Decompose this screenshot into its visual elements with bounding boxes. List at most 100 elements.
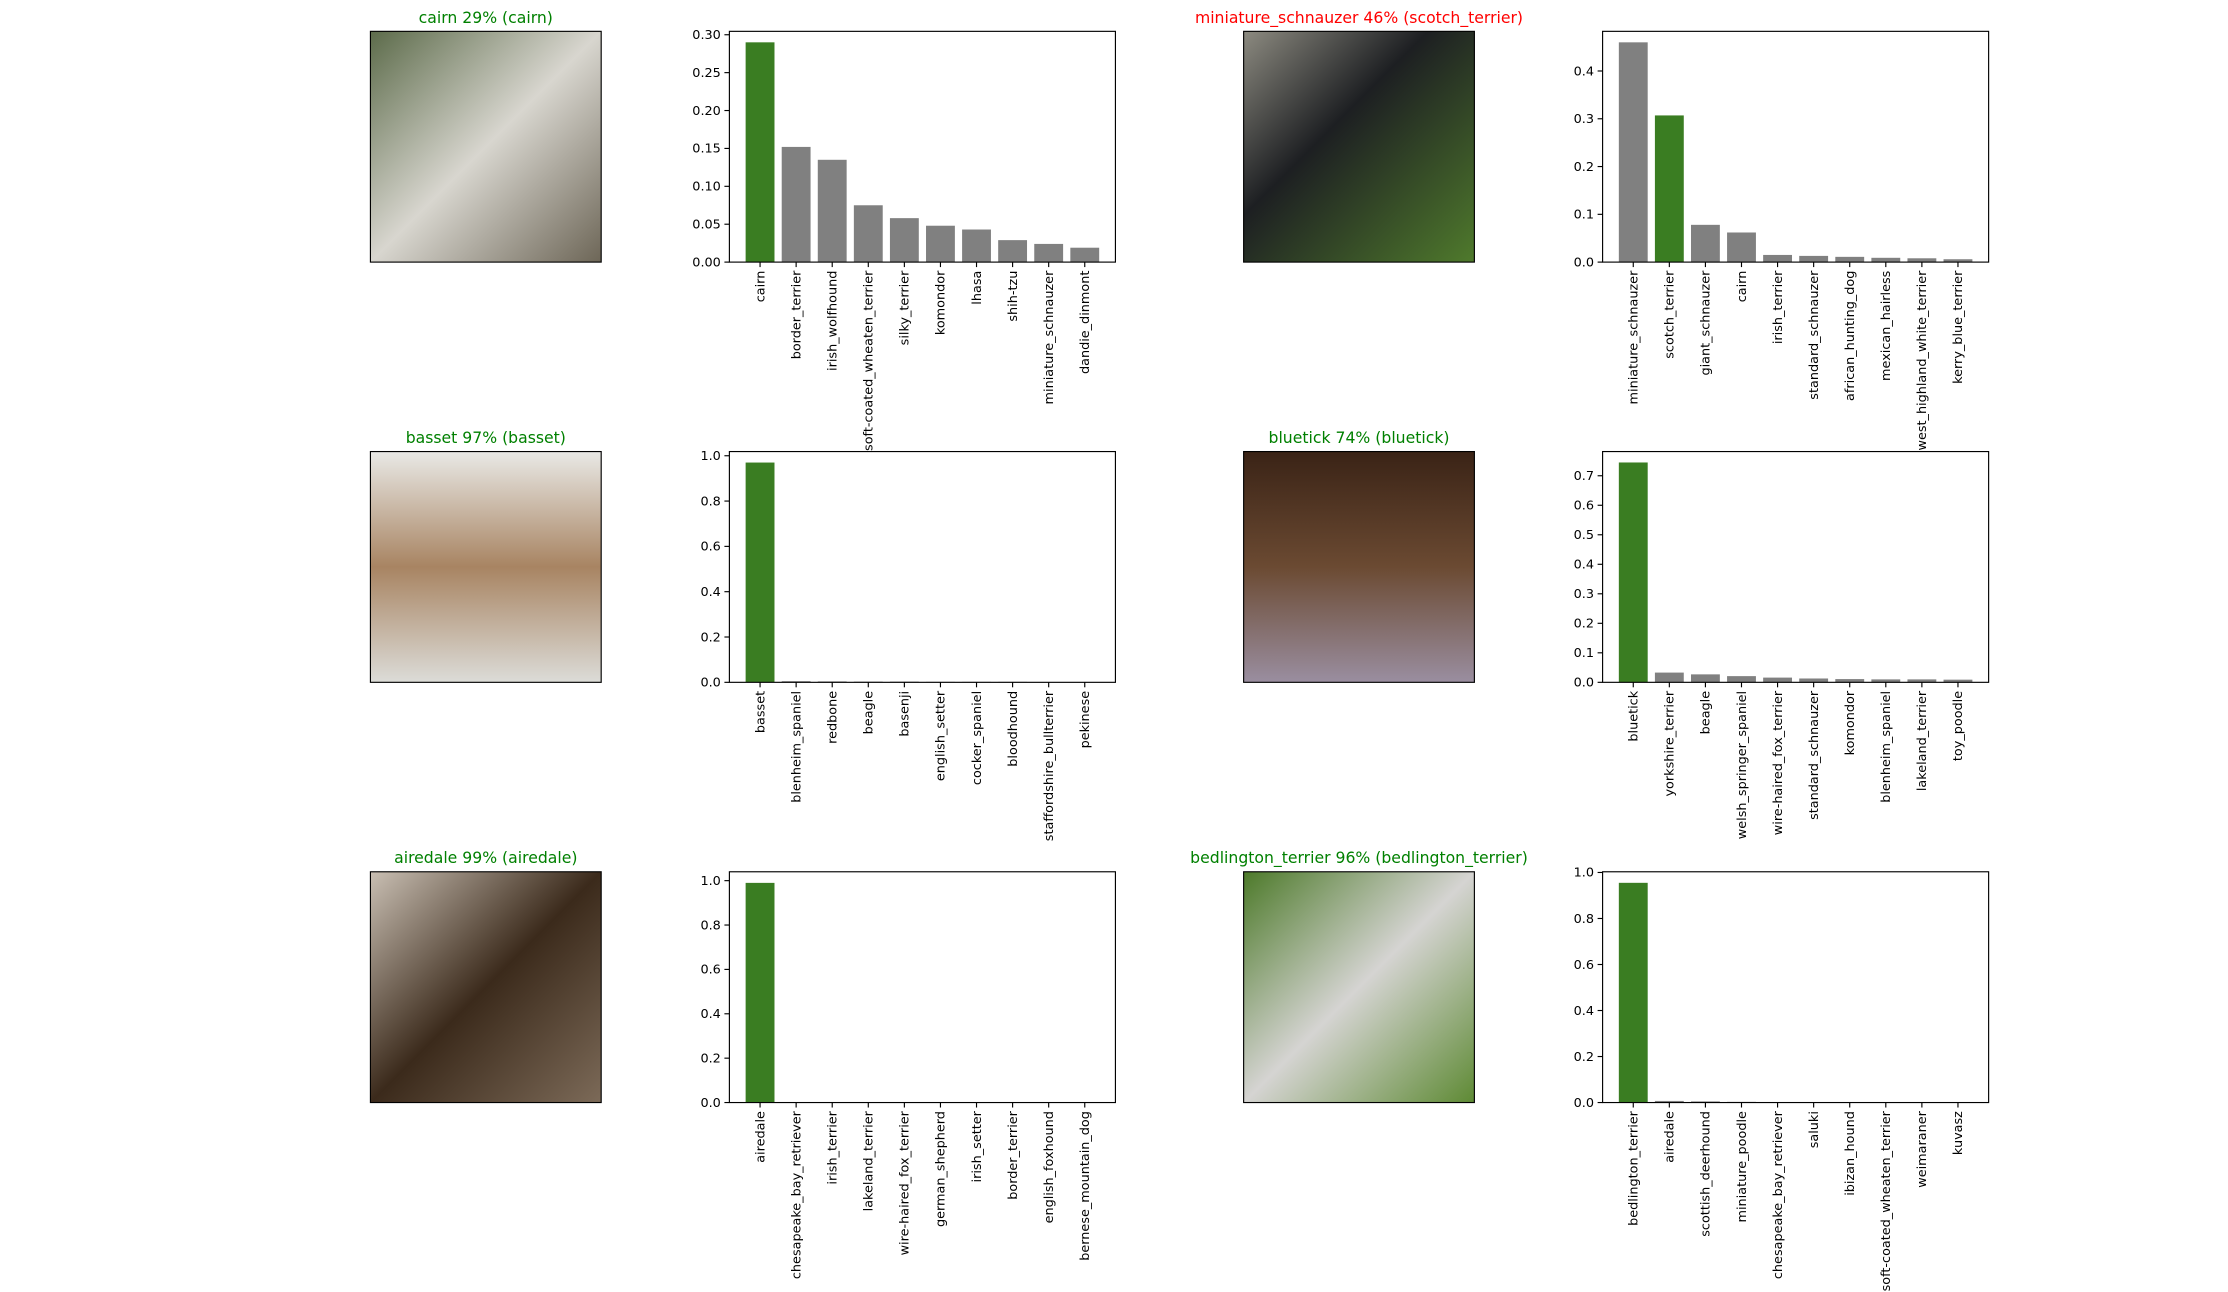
bar	[745, 42, 775, 263]
bar	[998, 240, 1028, 263]
bar	[1835, 256, 1865, 263]
bar	[962, 229, 991, 263]
x-tick-label: bernese_mountain_dog	[1078, 1111, 1093, 1261]
bar	[1943, 259, 1973, 263]
y-tick-label: 0.4	[1574, 1004, 1594, 1019]
x-tick-label: english_foxhound	[1042, 1111, 1057, 1223]
x-tick-label: irish_setter	[970, 1110, 985, 1182]
y-tick-label: 0.6	[700, 540, 720, 555]
x-tick-label: komondor	[934, 270, 949, 335]
x-tick-label: staffordshire_bullterrier	[1042, 690, 1057, 841]
x-tick-label: miniature_schnauzer	[1627, 270, 1642, 405]
bar	[1907, 258, 1937, 263]
bar	[1943, 679, 1973, 683]
bar	[745, 882, 775, 1103]
y-tick-label: 0.20	[692, 104, 721, 119]
y-tick-label: 0.0	[1574, 676, 1594, 691]
y-tick-label: 0.1	[1574, 646, 1594, 661]
bar	[1690, 674, 1720, 683]
y-tick-label: 0.1	[1574, 208, 1594, 223]
x-tick-label: lakeland_terrier	[862, 1110, 877, 1211]
x-tick-label: welsh_springer_spaniel	[1735, 691, 1750, 839]
x-tick-label: kerry_blue_terrier	[1951, 270, 1966, 384]
y-tick-label: 0.2	[1574, 617, 1594, 632]
x-tick-label: kuvasz	[1951, 1111, 1966, 1155]
x-tick-label: ibizan_hound	[1843, 1111, 1858, 1196]
x-tick-label: toy_poodle	[1951, 691, 1966, 761]
x-tick-label: blenheim_spaniel	[1879, 691, 1894, 803]
x-tick-label: saluki	[1807, 1111, 1822, 1148]
x-tick-label: west_highland_white_terrier	[1915, 270, 1930, 451]
y-tick-label: 1.0	[1574, 866, 1594, 881]
x-tick-label: basenji	[898, 691, 913, 737]
photo	[1243, 871, 1475, 1104]
axes-frame	[728, 450, 1116, 683]
axes-frame	[1602, 871, 1990, 1104]
x-tick-label: bluetick	[1627, 690, 1642, 741]
bar	[1799, 255, 1829, 263]
photo	[369, 450, 602, 683]
axes-frame	[728, 871, 1116, 1104]
x-tick-label: mexican_hairless	[1879, 270, 1894, 381]
bar	[1070, 247, 1100, 263]
x-tick-label: shih-tzu	[1006, 271, 1021, 322]
x-tick-label: miniature_poodle	[1735, 1111, 1750, 1222]
axes-frame	[1602, 30, 1990, 263]
y-tick-label: 0.4	[1574, 64, 1594, 79]
image-title: airedale 99% (airedale)	[394, 848, 577, 867]
axes-frame	[1602, 450, 1990, 683]
y-tick-label: 1.0	[700, 874, 720, 889]
bar	[817, 159, 847, 263]
bar	[926, 225, 955, 263]
y-tick-label: 0.8	[700, 494, 720, 509]
y-tick-label: 0.6	[1574, 499, 1594, 514]
x-tick-label: border_terrier	[1006, 1110, 1021, 1199]
image-title: miniature_schnauzer 46% (scotch_terrier)	[1195, 8, 1523, 28]
y-tick-label: 0.00	[692, 255, 721, 270]
x-tick-label: redbone	[825, 691, 840, 744]
bar	[853, 205, 883, 263]
x-tick-label: yorkshire_terrier	[1663, 690, 1678, 796]
y-tick-label: 0.3	[1574, 112, 1594, 127]
y-tick-label: 0.4	[700, 585, 720, 600]
y-tick-label: 0.0	[700, 676, 720, 691]
x-tick-label: pekinese	[1078, 691, 1093, 749]
x-tick-label: cocker_spaniel	[970, 691, 985, 785]
photo	[1243, 30, 1475, 263]
bar	[1799, 678, 1829, 683]
bar	[1654, 1100, 1684, 1103]
y-tick-label: 0.2	[700, 630, 720, 645]
bar	[1618, 42, 1648, 263]
x-tick-label: airedale	[753, 1111, 768, 1163]
x-tick-label: komondor	[1843, 690, 1858, 755]
bar	[745, 462, 775, 683]
y-tick-label: 0.25	[692, 66, 721, 81]
y-tick-label: 0.3	[1574, 587, 1594, 602]
y-tick-label: 0.5	[1574, 528, 1594, 543]
photo	[369, 871, 602, 1104]
x-tick-label: irish_terrier	[1771, 270, 1786, 344]
x-tick-label: basset	[753, 691, 768, 733]
image-title: bluetick 74% (bluetick)	[1269, 428, 1450, 447]
x-tick-label: cairn	[1735, 271, 1750, 303]
x-tick-label: wire-haired_fox_terrier	[898, 1110, 913, 1255]
y-tick-label: 0.15	[692, 142, 721, 157]
y-tick-label: 0.10	[692, 180, 721, 195]
bar	[1763, 677, 1793, 683]
y-tick-label: 1.0	[700, 449, 720, 464]
x-tick-label: beagle	[862, 691, 877, 735]
bar	[889, 218, 919, 263]
x-tick-label: african_hunting_dog	[1843, 271, 1858, 401]
image-title: bedlington_terrier 96% (bedlington_terri…	[1190, 848, 1528, 868]
x-tick-label: weimaraner	[1915, 1110, 1930, 1187]
bar	[1654, 672, 1684, 683]
bar	[1727, 232, 1756, 263]
photo	[369, 30, 602, 263]
y-tick-label: 0.8	[1574, 912, 1594, 927]
y-tick-label: 0.2	[1574, 160, 1594, 175]
x-tick-label: irish_wolfhound	[825, 271, 840, 371]
x-tick-label: soft-coated_wheaten_terrier	[862, 270, 877, 451]
bar	[1871, 679, 1901, 683]
